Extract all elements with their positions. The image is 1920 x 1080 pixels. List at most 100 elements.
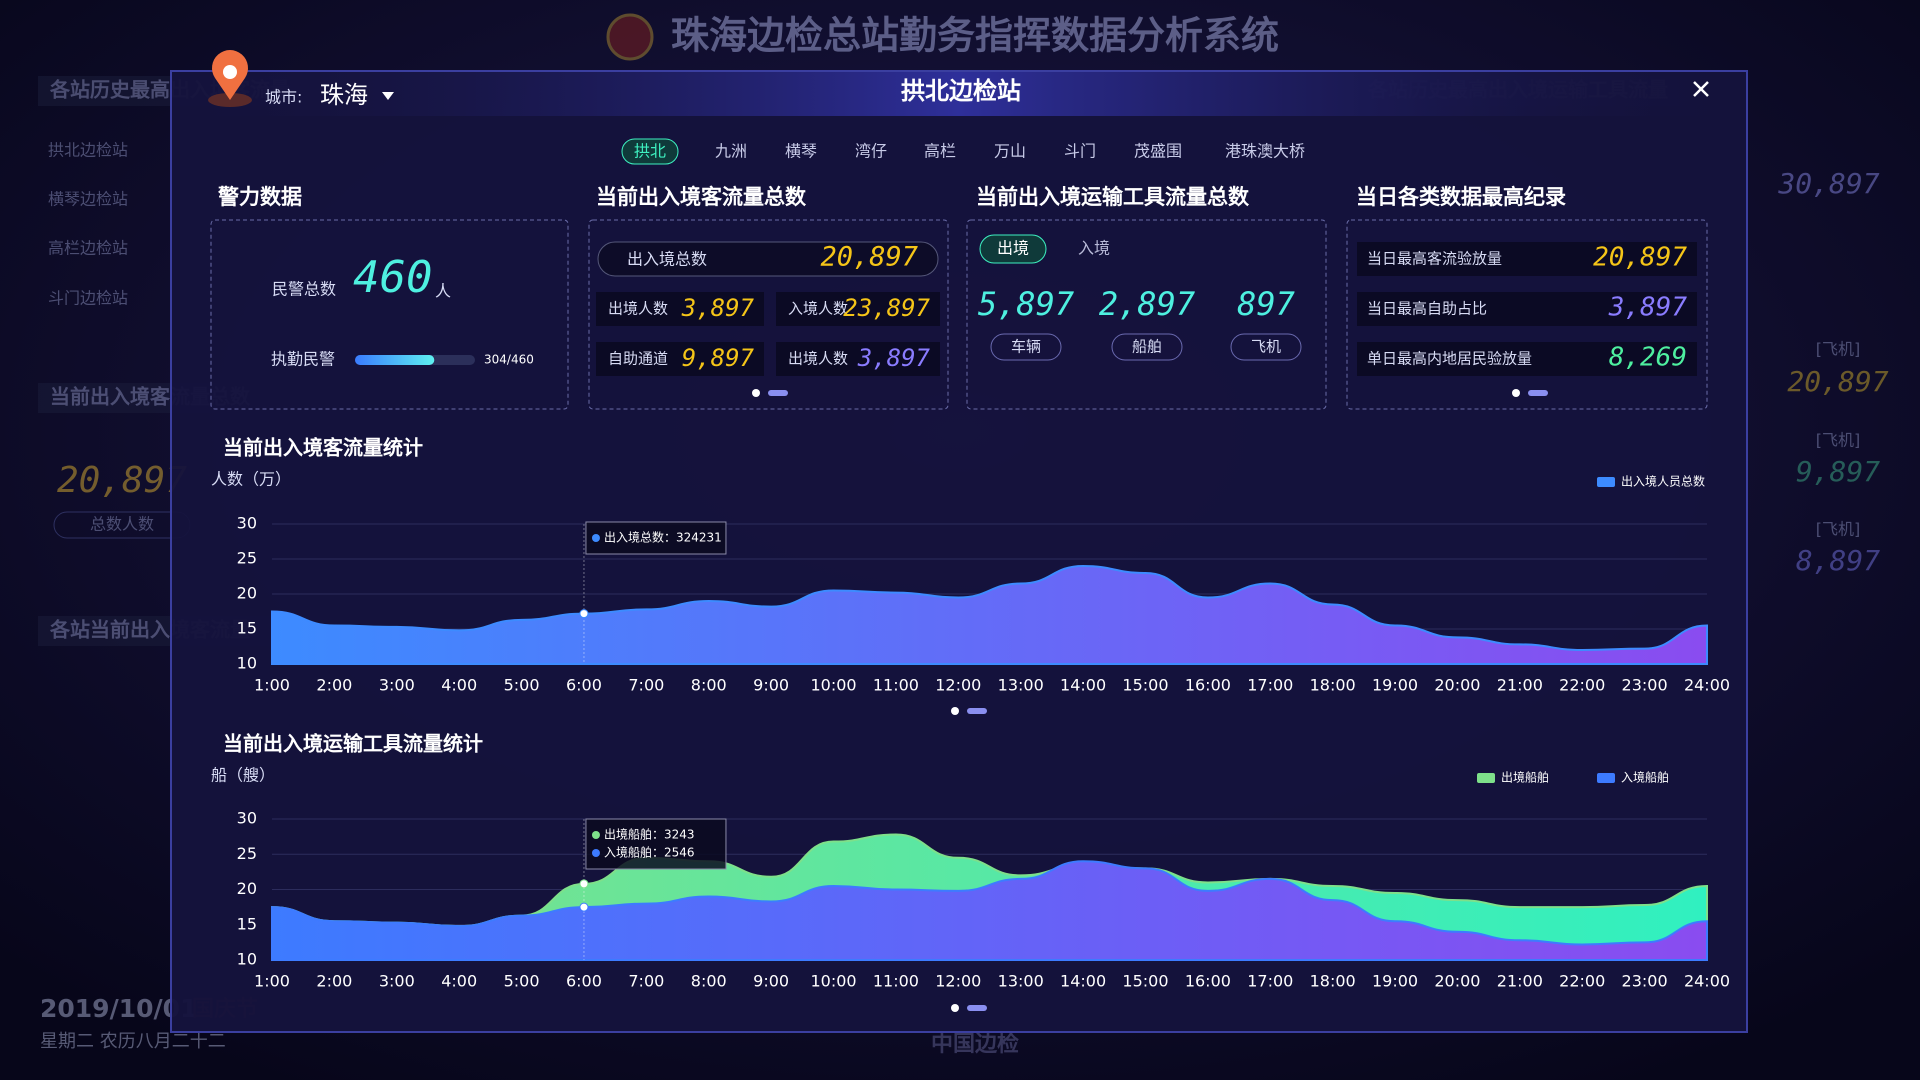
pager-dot-active[interactable] xyxy=(768,390,788,396)
x-tick-label: 22:00 xyxy=(1559,972,1605,991)
y-tick-label: 10 xyxy=(237,950,257,969)
city-select[interactable]: 珠海 xyxy=(320,81,368,109)
duty-label: 执勤民警 xyxy=(271,350,335,369)
tooltip-point xyxy=(579,879,589,889)
transport-value: 5,897 xyxy=(978,285,1074,323)
x-tick-label: 10:00 xyxy=(810,972,856,991)
right-item-value: 20,897 xyxy=(1787,365,1888,398)
record-row xyxy=(1357,342,1697,376)
data-cell xyxy=(596,292,764,326)
pager-dot[interactable] xyxy=(752,389,760,397)
cell-label: 入境人数 xyxy=(788,300,848,318)
x-tick-label: 11:00 xyxy=(873,676,919,695)
tab[interactable]: 茂盛围 xyxy=(1134,142,1182,161)
x-tick-label: 20:00 xyxy=(1434,972,1480,991)
modal-title: 拱北边检站 xyxy=(901,77,1021,105)
x-tick-label: 6:00 xyxy=(566,972,602,991)
dropdown-arrow[interactable] xyxy=(382,92,394,100)
data-cell xyxy=(776,342,940,376)
pager-dot-active[interactable] xyxy=(1528,390,1548,396)
tooltip-text: 出境船舶：3243 xyxy=(604,827,695,842)
close-button[interactable] xyxy=(1693,81,1709,97)
right-item-label: [飞机] xyxy=(1816,520,1861,539)
x-tick-label: 21:00 xyxy=(1497,676,1543,695)
x-tick-label: 4:00 xyxy=(441,972,477,991)
x-tick-label: 1:00 xyxy=(254,676,290,695)
tab[interactable]: 九洲 xyxy=(715,142,747,161)
data-cell xyxy=(596,342,764,376)
tooltip-box xyxy=(585,818,727,870)
area xyxy=(271,860,1708,961)
total-value: 20,897 xyxy=(57,460,187,501)
y-axis-label: 人数（万） xyxy=(211,470,291,489)
x-tick-label: 5:00 xyxy=(504,972,540,991)
tab[interactable]: 拱北 xyxy=(634,142,666,161)
x-tick-label: 2:00 xyxy=(316,676,352,695)
right-value: 30,897 xyxy=(1777,167,1879,200)
legend-label: 入境船舶 xyxy=(1621,770,1669,785)
cell-label: 出境人数 xyxy=(608,300,668,318)
legend-label: 出入境人员总数 xyxy=(1621,474,1705,489)
record-value: 8,269 xyxy=(1609,343,1687,373)
x-tick-label: 13:00 xyxy=(998,676,1044,695)
x-tick-label: 10:00 xyxy=(810,676,856,695)
pager-dot[interactable] xyxy=(951,1004,959,1012)
x-tick-label: 11:00 xyxy=(873,972,919,991)
data-cell xyxy=(776,292,940,326)
x-tick-label: 16:00 xyxy=(1185,972,1231,991)
x-tick-label: 19:00 xyxy=(1372,676,1418,695)
pager-dot[interactable] xyxy=(1512,389,1520,397)
cell-label: 自助通道 xyxy=(608,350,668,368)
station: 拱北边检站 xyxy=(48,141,128,160)
x-tick-label: 18:00 xyxy=(1310,676,1356,695)
record-row xyxy=(1357,292,1697,326)
y-axis-label: 船（艘） xyxy=(211,766,275,785)
x-tick-label: 19:00 xyxy=(1372,972,1418,991)
record-row xyxy=(1357,242,1697,276)
panel xyxy=(588,219,949,410)
tab[interactable]: 横琴 xyxy=(785,142,817,161)
y-tick-label: 10 xyxy=(237,654,257,673)
close-icon[interactable] xyxy=(1693,81,1709,97)
pager-dot-active[interactable] xyxy=(967,1005,987,1011)
toggle[interactable]: 入境 xyxy=(1078,239,1110,258)
x-tick-label: 17:00 xyxy=(1247,972,1293,991)
x-tick-label: 3:00 xyxy=(379,972,415,991)
x-tick-label: 2:00 xyxy=(316,972,352,991)
weekday: 星期二 农历八月二十二 xyxy=(40,1031,226,1052)
x-tick-label: 14:00 xyxy=(1060,676,1106,695)
legend-swatch xyxy=(1597,773,1615,783)
station: 横琴边检站 xyxy=(48,190,128,209)
x-tick-label: 6:00 xyxy=(566,676,602,695)
section-title: 当日各类数据最高纪录 xyxy=(1356,185,1566,209)
pager-dot[interactable] xyxy=(951,707,959,715)
tab[interactable]: 港珠澳大桥 xyxy=(1225,142,1305,161)
legend-label: 出境船舶 xyxy=(1501,770,1549,785)
x-tick-label: 13:00 xyxy=(998,972,1044,991)
right-item-label: [飞机] xyxy=(1816,431,1861,450)
x-tick-label: 8:00 xyxy=(691,676,727,695)
tab-active-bg[interactable] xyxy=(621,138,679,165)
x-tick-label: 18:00 xyxy=(1310,972,1356,991)
city-label: 城市: xyxy=(265,88,302,107)
tab[interactable]: 斗门 xyxy=(1064,142,1096,161)
x-tick-label: 9:00 xyxy=(753,676,789,695)
section-title: 警力数据 xyxy=(217,185,302,209)
x-tick-label: 21:00 xyxy=(1497,972,1543,991)
y-tick-label: 25 xyxy=(237,549,257,568)
panel xyxy=(210,219,569,410)
transport-value: 2,897 xyxy=(1099,285,1195,323)
tab[interactable]: 高栏 xyxy=(924,142,956,161)
tab[interactable]: 湾仔 xyxy=(855,142,887,161)
cell-label: 出境人数 xyxy=(788,350,848,368)
area xyxy=(271,564,1708,665)
tab[interactable]: 万山 xyxy=(994,142,1026,161)
tooltip-dot xyxy=(591,534,600,542)
toggle-active[interactable] xyxy=(979,234,1047,264)
tooltip-dot xyxy=(591,831,600,839)
duty-text: 304/460 xyxy=(484,353,534,367)
x-tick-label: 3:00 xyxy=(379,676,415,695)
transport-pill xyxy=(990,333,1062,361)
pager-dot-active[interactable] xyxy=(967,708,987,714)
toggle[interactable]: 出境 xyxy=(997,239,1029,258)
